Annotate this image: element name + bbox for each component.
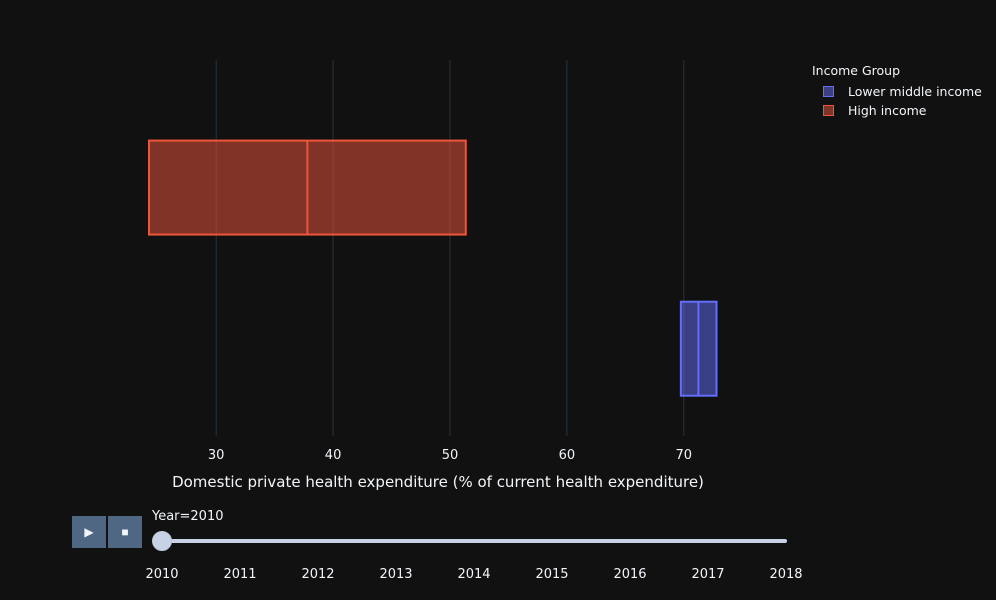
slider-step-2017[interactable]: 2017 (691, 567, 725, 582)
box-high-income[interactable] (147, 139, 467, 236)
slider-current-value: Year=2010 (152, 509, 224, 524)
legend-item-high-income[interactable]: High income (823, 101, 982, 120)
legend-swatch (823, 86, 834, 97)
legend-title: Income Group (812, 63, 901, 78)
x-tick-label-30: 30 (208, 448, 225, 463)
x-tick-label-70: 70 (676, 448, 693, 463)
slider-step-2018[interactable]: 2018 (769, 567, 803, 582)
year-slider-track[interactable] (162, 539, 787, 543)
slider-step-2010[interactable]: 2010 (145, 567, 179, 582)
box-lower-middle-income[interactable] (679, 300, 718, 397)
legend-item-lower-middle-income[interactable]: Lower middle income (823, 82, 982, 101)
legend-label: High income (848, 103, 927, 118)
slider-step-2013[interactable]: 2013 (379, 567, 413, 582)
x-tick-label-40: 40 (325, 448, 342, 463)
slider-step-2016[interactable]: 2016 (613, 567, 647, 582)
slider-step-2014[interactable]: 2014 (457, 567, 491, 582)
play-icon: ▶ (84, 525, 94, 539)
stop-icon: ■ (121, 525, 129, 539)
grid-lines (215, 60, 685, 436)
x-tick-label-60: 60 (559, 448, 576, 463)
legend-swatch (823, 105, 834, 116)
legend: Income Group Lower middle income High in… (812, 63, 982, 120)
box-traces (147, 139, 718, 397)
animation-controls: ▶ ■ (72, 516, 142, 548)
x-tick-label-50: 50 (442, 448, 459, 463)
slider-step-2012[interactable]: 2012 (301, 567, 335, 582)
slider-step-2011[interactable]: 2011 (223, 567, 257, 582)
slider-step-2015[interactable]: 2015 (535, 567, 569, 582)
year-slider-handle[interactable] (152, 531, 172, 551)
legend-label: Lower middle income (848, 84, 982, 99)
stop-button[interactable]: ■ (108, 516, 142, 548)
x-tick-labels: 30 40 50 60 70 (208, 448, 692, 463)
play-button[interactable]: ▶ (72, 516, 106, 548)
x-axis-title: Domestic private health expenditure (% o… (172, 473, 704, 491)
